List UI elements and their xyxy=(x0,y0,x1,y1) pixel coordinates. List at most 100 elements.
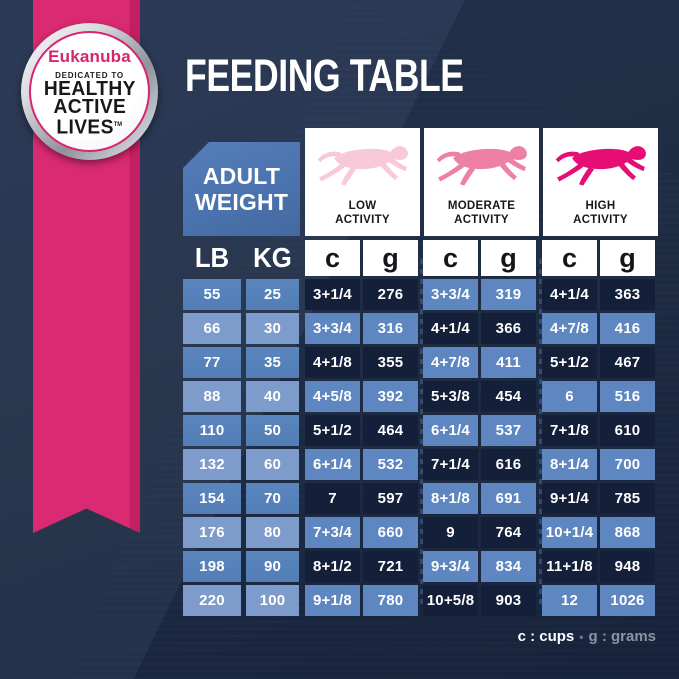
amount-cell: 10+1/4 xyxy=(542,517,597,548)
amount-cell: 9 xyxy=(423,517,478,548)
amount-cell: 454 xyxy=(481,381,536,412)
amount-cell: 764 xyxy=(481,517,536,548)
amount-cell: 537 xyxy=(481,415,536,446)
amount-cell: 4+1/4 xyxy=(542,279,597,310)
amount-cell: 392 xyxy=(363,381,418,412)
amount-cell: 11+1/8 xyxy=(542,551,597,582)
weight-cell: 88 xyxy=(183,381,241,412)
col-header-kg: KG xyxy=(253,242,292,273)
amount-cell: 10+5/8 xyxy=(423,585,478,616)
amount-cell: 4+7/8 xyxy=(542,313,597,344)
weight-cell: 132 xyxy=(183,449,241,480)
amount-cell: 5+3/8 xyxy=(423,381,478,412)
moderate-activity-label: MODERATE ACTIVITY xyxy=(447,200,516,226)
amount-cell: 416 xyxy=(600,313,655,344)
amount-cell: 868 xyxy=(600,517,655,548)
column-group-high-activity: HIGH ACTIVITY xyxy=(543,128,658,236)
weight-cell: 176 xyxy=(183,517,241,548)
weight-cell: 80 xyxy=(246,517,299,548)
units-legend: c : cups • g : grams xyxy=(518,628,656,645)
weight-cell: 154 xyxy=(183,483,241,514)
amount-cell: 7+1/8 xyxy=(542,415,597,446)
page-title: FEEDING TABLE xyxy=(185,50,464,101)
amount-cell: 316 xyxy=(363,313,418,344)
amount-cell: 3+3/4 xyxy=(305,313,360,344)
legend-grams: g : grams xyxy=(588,628,656,645)
amount-cell: 780 xyxy=(363,585,418,616)
amount-cell: 6+1/4 xyxy=(305,449,360,480)
weight-cell: 110 xyxy=(183,415,241,446)
amount-cell: 7 xyxy=(305,483,360,514)
amount-cell: 4+7/8 xyxy=(423,347,478,378)
weight-cell: 100 xyxy=(246,585,299,616)
amount-cell: 5+1/2 xyxy=(305,415,360,446)
brand-logo: Eukanuba xyxy=(48,47,131,66)
amount-cell: 4+1/8 xyxy=(305,347,360,378)
col-header-grams-low: g xyxy=(363,240,418,276)
amount-cell: 9+1/8 xyxy=(305,585,360,616)
amount-cell: 8+1/8 xyxy=(423,483,478,514)
weight-cell: 55 xyxy=(183,279,241,310)
weight-cell: 70 xyxy=(246,483,299,514)
amount-cell: 948 xyxy=(600,551,655,582)
column-group-low-activity: LOW ACTIVITY xyxy=(305,128,420,236)
badge-line-lives: LIVESTM xyxy=(56,116,123,139)
amount-cell: 7+1/4 xyxy=(423,449,478,480)
amount-cell: 355 xyxy=(363,347,418,378)
amount-cell: 8+1/4 xyxy=(542,449,597,480)
badge-tagline: DEDICATED TO xyxy=(55,71,124,80)
amount-cell: 610 xyxy=(600,415,655,446)
amount-cell: 532 xyxy=(363,449,418,480)
col-header-cups-low: c xyxy=(305,240,360,276)
badge-face: Eukanuba DEDICATED TO HEALTHY ACTIVE LIV… xyxy=(29,31,150,152)
amount-cell: 660 xyxy=(363,517,418,548)
amount-cell: 4+1/4 xyxy=(423,313,478,344)
weight-cell: 66 xyxy=(183,313,241,344)
amount-cell: 9+3/4 xyxy=(423,551,478,582)
adult-weight-line1: ADULT xyxy=(202,163,281,189)
amount-cell: 700 xyxy=(600,449,655,480)
running-dog-icon xyxy=(317,146,408,186)
group-divider xyxy=(539,258,542,604)
feeding-table-grid: LB KG c g c g c g 55 25 3+1/4 276 3+3/4 319 4+… xyxy=(183,240,655,616)
amount-cell: 3+3/4 xyxy=(423,279,478,310)
adult-weight-line2: WEIGHT xyxy=(194,189,289,215)
amount-cell: 12 xyxy=(542,585,597,616)
low-activity-label: LOW ACTIVITY xyxy=(335,200,390,226)
high-activity-label: HIGH ACTIVITY xyxy=(573,200,628,226)
weight-cell: 198 xyxy=(183,551,241,582)
amount-cell: 5+1/2 xyxy=(542,347,597,378)
col-header-cups-moderate: c xyxy=(423,240,478,276)
amount-cell: 3+1/4 xyxy=(305,279,360,310)
amount-cell: 516 xyxy=(600,381,655,412)
weight-cell: 40 xyxy=(246,381,299,412)
badge-line-healthy: HEALTHY xyxy=(43,78,136,100)
amount-cell: 721 xyxy=(363,551,418,582)
amount-cell: 366 xyxy=(481,313,536,344)
amount-cell: 363 xyxy=(600,279,655,310)
amount-cell: 411 xyxy=(481,347,536,378)
legend-separator-dot: • xyxy=(579,630,584,644)
legend-cups: c : cups xyxy=(517,628,575,645)
amount-cell: 691 xyxy=(481,483,536,514)
weight-cell: 60 xyxy=(246,449,299,480)
weight-cell: 25 xyxy=(246,279,299,310)
amount-cell: 6 xyxy=(542,381,597,412)
amount-cell: 903 xyxy=(481,585,536,616)
running-dog-icon xyxy=(555,146,646,186)
weight-cell: 220 xyxy=(183,585,241,616)
weight-cell: 50 xyxy=(246,415,299,446)
weight-cell: 35 xyxy=(246,347,299,378)
badge-line-active: ACTIVE xyxy=(53,96,126,118)
column-group-moderate-activity: MODERATE ACTIVITY xyxy=(424,128,539,236)
amount-cell: 834 xyxy=(481,551,536,582)
col-header-cups-high: c xyxy=(542,240,597,276)
running-dog-icon xyxy=(436,146,527,186)
amount-cell: 464 xyxy=(363,415,418,446)
amount-cell: 319 xyxy=(481,279,536,310)
feeding-table: ADULT WEIGHT LOW ACTIVITY xyxy=(183,128,658,658)
amount-cell: 4+5/8 xyxy=(305,381,360,412)
amount-cell: 6+1/4 xyxy=(423,415,478,446)
amount-cell: 785 xyxy=(600,483,655,514)
col-header-grams-high: g xyxy=(600,240,655,276)
